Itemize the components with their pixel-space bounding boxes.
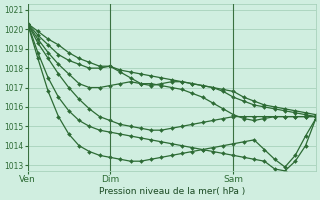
X-axis label: Pression niveau de la mer( hPa ): Pression niveau de la mer( hPa ): [99, 187, 245, 196]
